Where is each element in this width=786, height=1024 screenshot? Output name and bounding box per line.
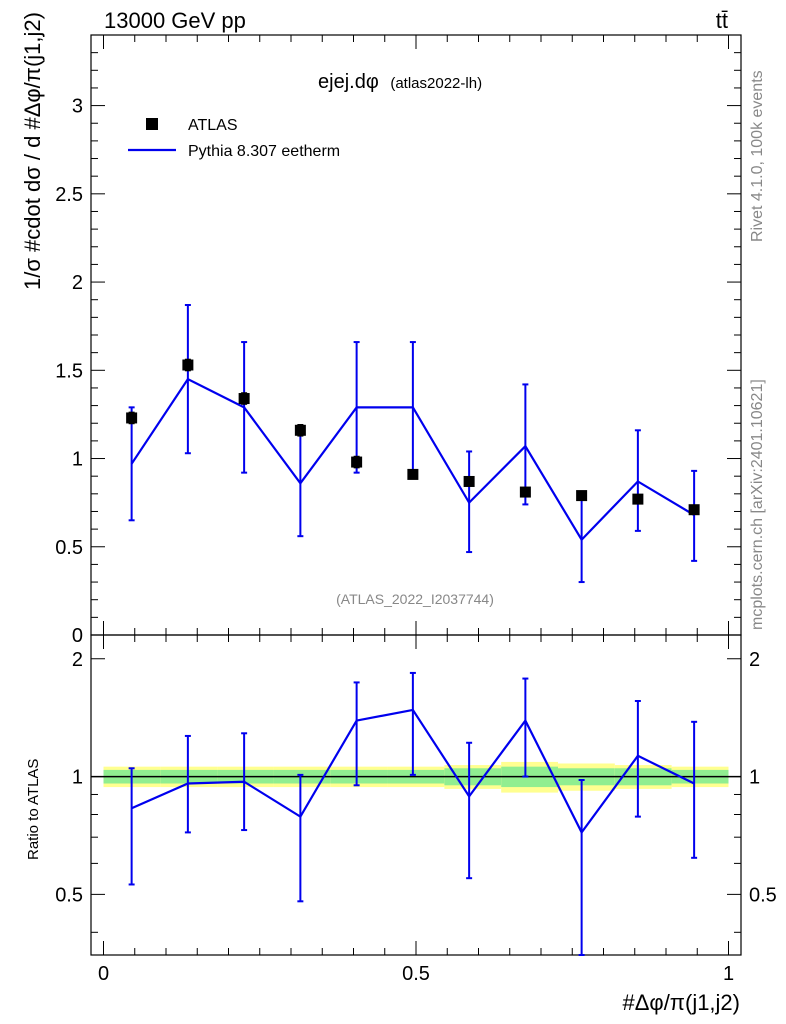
main-y-tick-label: 0: [72, 625, 83, 647]
data-point: [126, 412, 138, 424]
main-y-tick-label: 1: [72, 449, 83, 471]
data-point: [688, 504, 700, 516]
data-point: [407, 468, 419, 480]
data-point: [351, 456, 363, 468]
chart-title-main: ejej.dφ: [318, 71, 379, 93]
axis-ticks: 00.511.522.530.5 0.51 12 20 0.5 1: [55, 34, 777, 985]
header-left-title: 13000 GeV pp: [104, 8, 246, 33]
x-tick-label: 0: [98, 963, 109, 985]
legend-data-marker: [146, 118, 158, 130]
ratio-y-axis-label: Ratio to ATLAS: [25, 759, 42, 860]
main-y-axis-label: 1/σ #cdot dσ / d #Δφ/π(j1,j2): [20, 12, 45, 290]
x-tick-label: 1: [723, 963, 734, 985]
analysis-id: (ATLAS_2022_I2037744): [336, 591, 494, 607]
rivet-label: Rivet 4.1.0, 100k events: [749, 70, 766, 242]
ratio-series-line: [131, 708, 695, 835]
header-right-title: tt̄: [716, 8, 728, 33]
x-tick-label: 0.5: [402, 963, 430, 985]
mc-series-line: [130, 377, 695, 542]
data-point: [238, 393, 250, 405]
chart-title: ejej.dφ (atlas2022-lh): [318, 71, 482, 93]
main-y-tick-label: 2.5: [55, 184, 83, 206]
data-point: [576, 490, 588, 502]
data-marks: [126, 358, 700, 516]
legend-data-label: ATLAS: [188, 117, 238, 134]
data-point: [463, 475, 475, 487]
ratio-marks: [128, 671, 698, 956]
mc-marks: [128, 304, 698, 584]
ratio-y-tick-label-right: 0.5: [749, 884, 777, 906]
ratio-bands: [91, 761, 741, 793]
data-point: [632, 493, 644, 505]
data-point: [294, 424, 306, 436]
x-axis-label: #Δφ/π(j1,j2): [623, 990, 741, 1015]
ratio-y-tick-label-right: 2: [749, 649, 760, 671]
main-y-tick-label: 0.5: [55, 537, 83, 559]
ratio-y-tick-label: 2: [72, 649, 83, 671]
main-y-tick-label: 2: [72, 272, 83, 294]
main-y-tick-label: 1.5: [55, 360, 83, 382]
ratio-y-tick-label: 1: [72, 767, 83, 789]
ratio-y-tick-label-right: 1: [749, 767, 760, 789]
main-y-tick-label: 3: [72, 96, 83, 118]
ratio-y-tick-label: 0.5: [55, 884, 83, 906]
data-point: [182, 359, 194, 371]
chart-title-sub: (atlas2022-lh): [390, 75, 482, 92]
legend-mc-label: Pythia 8.307 eetherm: [188, 143, 340, 160]
data-point: [519, 486, 531, 498]
mcplots-label: mcplots.cern.ch [arXiv:2401.10621]: [749, 379, 766, 630]
